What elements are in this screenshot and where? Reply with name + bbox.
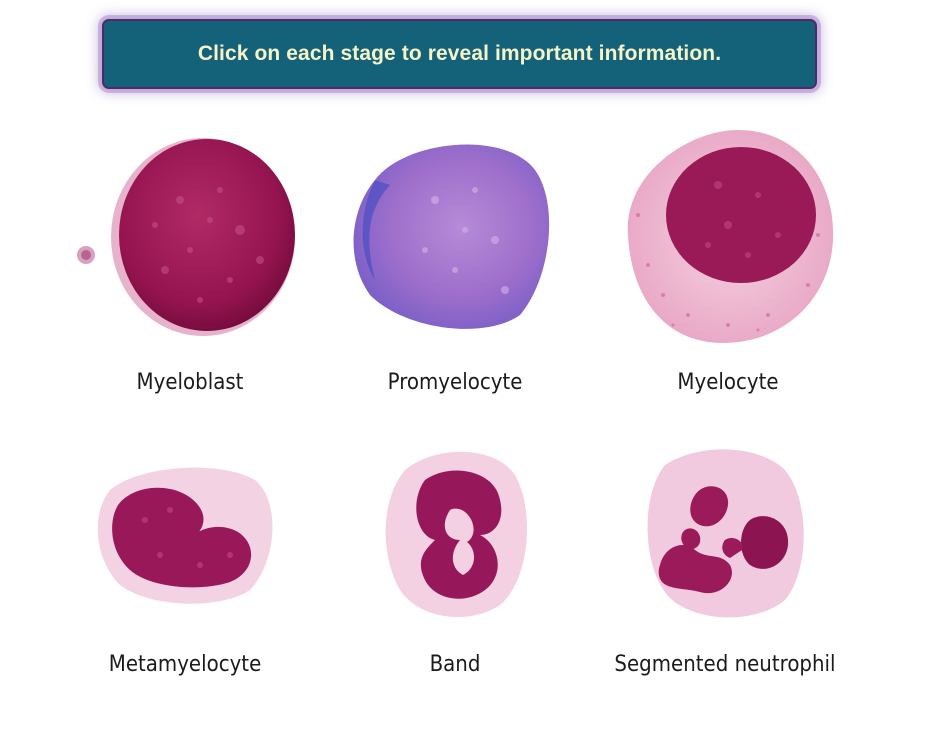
myeloblast-cell-image [77, 138, 295, 336]
stage-metamyelocyte[interactable]: Metamyelocyte [80, 460, 290, 690]
stage-label-promyelocyte: Promyelocyte [387, 370, 523, 395]
instruction-text: Click on each stage to reveal important … [197, 42, 722, 65]
stage-label-band: Band [429, 652, 481, 677]
stage-label-myeloblast: Myeloblast [136, 370, 244, 395]
stage-promyelocyte[interactable]: Promyelocyte [335, 130, 575, 410]
stage-segmented-neutrophil[interactable]: Segmented neutrophil [600, 440, 850, 690]
instruction-banner: Click on each stage to reveal important … [102, 19, 817, 89]
stage-label-metamyelocyte: Metamyelocyte [108, 652, 262, 677]
stage-label-segmented-neutrophil: Segmented neutrophil [614, 652, 836, 677]
band-cell-image [385, 451, 527, 617]
stage-label-myelocyte: Myelocyte [677, 370, 779, 395]
myelocyte-cell-image [627, 130, 834, 343]
stage-myelocyte[interactable]: Myelocyte [608, 125, 848, 410]
promyelocyte-cell-image [353, 144, 550, 329]
stage-band[interactable]: Band [355, 440, 555, 690]
stage-myeloblast[interactable]: Myeloblast [70, 130, 310, 410]
metamyelocyte-cell-image [97, 467, 273, 604]
segmented-neutrophil-cell-image [647, 449, 804, 618]
